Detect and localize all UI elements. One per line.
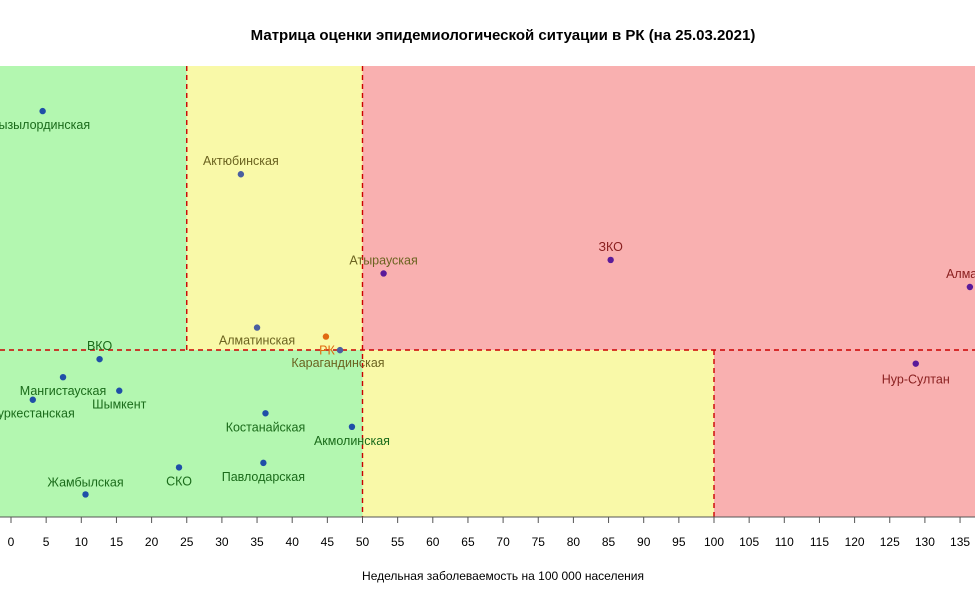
point-label: Карагандинская bbox=[291, 356, 384, 370]
x-tick-label: 5 bbox=[43, 535, 50, 549]
data-point bbox=[96, 355, 103, 363]
data-point bbox=[29, 396, 36, 403]
point-label: Атырауская bbox=[349, 253, 417, 267]
data-point bbox=[260, 459, 267, 467]
data-point bbox=[966, 283, 974, 291]
x-tick-label: 0 bbox=[8, 535, 15, 549]
point-label: СКО bbox=[166, 474, 192, 488]
point-label: Туркестанская bbox=[0, 407, 75, 421]
zone-backgrounds bbox=[0, 66, 975, 517]
point-label: РК bbox=[319, 344, 335, 358]
x-tick-label: 70 bbox=[496, 535, 510, 549]
data-point bbox=[912, 360, 919, 367]
point-label: Кызылординская bbox=[0, 118, 90, 132]
x-tick-label: 100 bbox=[704, 535, 724, 549]
data-point bbox=[348, 423, 356, 430]
data-point bbox=[59, 373, 67, 381]
data-point bbox=[237, 171, 245, 178]
point-label: Нур-Султан bbox=[882, 373, 950, 387]
point-label: Алматы bbox=[946, 267, 975, 281]
zone-green-upper bbox=[0, 66, 187, 350]
x-tick-label: 30 bbox=[215, 535, 229, 549]
x-tick-label: 125 bbox=[880, 535, 900, 549]
x-tick-label: 95 bbox=[672, 535, 686, 549]
data-points: Кызылординская Актюбинская Атырауская ЗКО Ал… bbox=[0, 107, 975, 498]
point-label: Шымкент bbox=[92, 398, 146, 412]
x-tick-label: 65 bbox=[461, 535, 475, 549]
data-point bbox=[262, 410, 269, 417]
x-tick-label: 135 bbox=[950, 535, 970, 549]
point-label: ЗКО bbox=[598, 240, 623, 254]
x-axis-title: Недельная заболеваемость на 100 000 насе… bbox=[362, 569, 644, 583]
x-tick-label: 25 bbox=[180, 535, 194, 549]
x-tick-label: 115 bbox=[810, 535, 829, 549]
data-point bbox=[82, 491, 89, 498]
data-point bbox=[380, 270, 387, 277]
x-tick-label: 80 bbox=[567, 535, 581, 549]
x-tick-label: 85 bbox=[602, 535, 616, 549]
point-label: Павлодарская bbox=[222, 470, 305, 484]
x-tick-label: 35 bbox=[250, 535, 264, 549]
x-tick-label: 15 bbox=[110, 535, 124, 549]
x-tick-label: 90 bbox=[637, 535, 651, 549]
point-label: Мангистауская bbox=[20, 384, 106, 398]
zone-green-lower bbox=[0, 350, 363, 517]
data-point bbox=[175, 464, 183, 471]
point-label: Акмолинская bbox=[314, 434, 390, 448]
data-point bbox=[253, 324, 261, 331]
x-tick-label: 75 bbox=[532, 535, 546, 549]
point-label: Костанайская bbox=[226, 420, 306, 434]
zone-red-lower bbox=[714, 350, 975, 517]
zone-yellow-lower bbox=[362, 350, 714, 517]
data-point bbox=[322, 333, 330, 340]
x-tick-label: 130 bbox=[915, 535, 935, 549]
x-tick-label: 45 bbox=[321, 535, 335, 549]
x-tick-label: 60 bbox=[426, 535, 440, 549]
point-label: Жамбылская bbox=[47, 475, 123, 489]
x-tick-label: 120 bbox=[845, 535, 865, 549]
data-point bbox=[607, 256, 614, 264]
chart-title: Матрица оценки эпидемиологической ситуац… bbox=[251, 27, 756, 44]
data-point bbox=[39, 107, 46, 115]
x-tick-label: 10 bbox=[75, 535, 89, 549]
zone-yellow-upper bbox=[186, 66, 363, 350]
x-tick-label: 20 bbox=[145, 535, 159, 549]
x-tick-label: 105 bbox=[739, 535, 759, 549]
data-point bbox=[116, 387, 123, 394]
zone-red-upper bbox=[362, 66, 975, 350]
point-label: ВКО bbox=[87, 339, 112, 353]
point-label: Алматинская bbox=[219, 334, 295, 348]
x-tick-label: 55 bbox=[391, 535, 405, 549]
x-tick-label: 50 bbox=[356, 535, 370, 549]
x-tick-label: 40 bbox=[286, 535, 300, 549]
threshold-lines bbox=[0, 66, 975, 517]
data-point bbox=[336, 346, 344, 354]
x-axis: 0 5 10 15 20 25 30 35 40 45 50 55 60 65 70 75 80 85 90 95 10… bbox=[0, 516, 975, 549]
point-label: Актюбинская bbox=[203, 154, 279, 168]
x-tick-label: 110 bbox=[775, 535, 794, 549]
